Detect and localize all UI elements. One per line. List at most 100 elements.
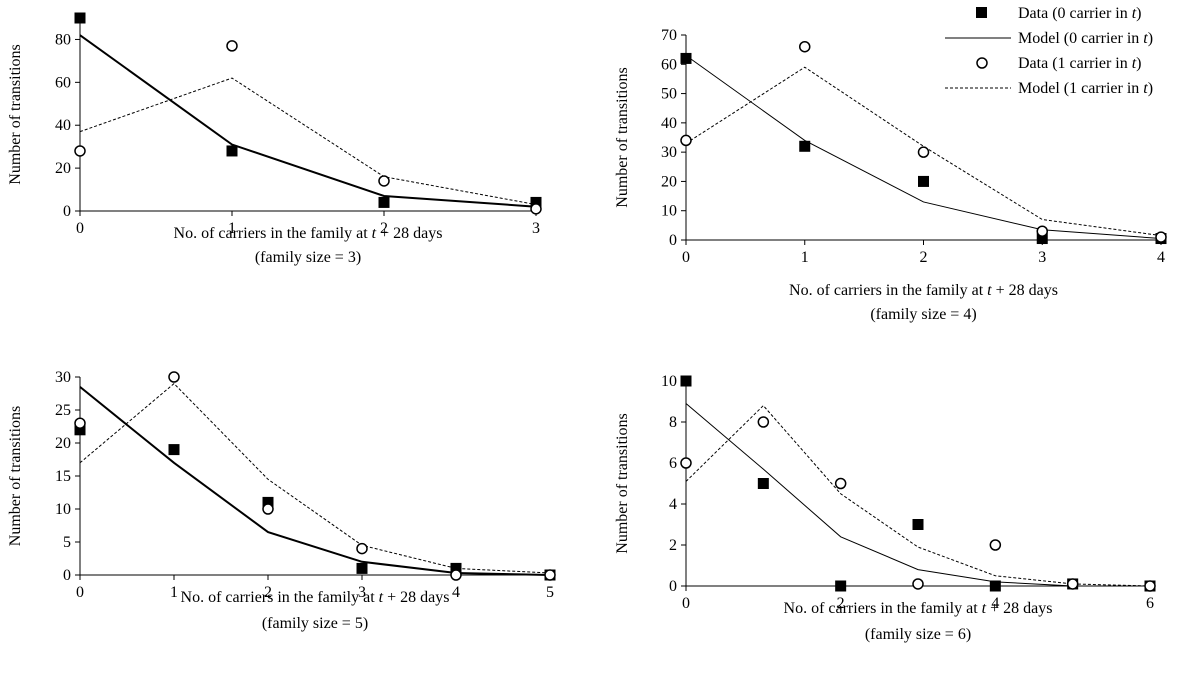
model-0-carrier-line [80,387,550,575]
model-1-carrier-line [80,384,550,573]
data-1-carrier-point [451,570,461,580]
legend-item: Data (0 carrier in t) [945,2,1202,27]
legend-label: Data (0 carrier in t) [1018,5,1142,23]
data-1-carrier-point [531,204,541,214]
y-tick-label: 40 [661,115,677,132]
y-tick-label: 0 [669,232,677,249]
y-tick-label: 6 [669,455,677,472]
y-tick-label: 20 [55,435,71,452]
legend-item: Model (0 carrier in t) [945,27,1202,52]
y-tick-label: 40 [55,117,71,134]
data-0-carrier-point [169,444,180,455]
data-0-carrier-point [758,478,769,489]
x-axis-label: No. of carriers in the family at t + 28 … [789,282,1058,299]
x-tick-label: 1 [170,584,178,601]
legend-item: Data (1 carrier in t) [945,52,1202,77]
x-axis-label: No. of carriers in the family at t + 28 … [784,600,1053,617]
legend-dashed-line [945,77,1015,102]
legend-label: Model (1 carrier in t) [1018,80,1153,98]
y-tick-label: 20 [661,173,677,190]
y-tick-label: 8 [669,414,677,431]
x-tick-label: 0 [682,249,690,266]
data-1-carrier-point [227,41,237,51]
y-tick-label: 30 [55,369,71,386]
y-axis-label: Number of transitions [7,406,24,546]
data-1-carrier-point [681,135,691,145]
panel-subtitle: (family size = 6) [865,626,971,643]
model-0-carrier-line [686,404,1150,586]
y-tick-label: 2 [669,537,677,554]
x-axis-label: No. of carriers in the family at t + 28 … [181,589,450,606]
x-tick-label: 0 [76,584,84,601]
data-0-carrier-point [379,197,390,208]
y-tick-label: 4 [669,496,677,513]
data-1-carrier-point [75,418,85,428]
chart-panel: 0 2 4 6 8 10 0 2 4 6 Number of transitions No. of c… [614,373,1156,643]
data-1-carrier-point [357,544,367,554]
x-tick-label: 6 [1146,595,1154,612]
y-tick-label: 70 [661,27,677,44]
legend-solid-line [945,27,1015,52]
data-1-carrier-point [1037,226,1047,236]
data-1-carrier-point [1145,581,1155,591]
y-tick-label: 20 [55,160,71,177]
data-1-carrier-point [800,42,810,52]
x-axis-label: No. of carriers in the family at t + 28 … [174,225,443,242]
y-tick-label: 25 [55,402,71,419]
data-1-carrier-point [169,372,179,382]
panel-subtitle: (family size = 4) [870,306,976,323]
data-0-carrier-point [357,563,368,574]
data-0-carrier-point [835,581,846,592]
data-1-carrier-point [913,579,923,589]
data-0-carrier-point [918,176,929,187]
y-tick-label: 50 [661,86,677,103]
panel-subtitle: (family size = 5) [262,615,368,632]
chart-panel: 0 5 10 15 20 25 30 0 1 2 3 4 5 Number of transitions N… [7,369,556,632]
chart-panel: 0 20 40 60 80 0 1 2 3 Number of transitions No. of… [7,13,542,267]
y-tick-label: 0 [63,203,71,220]
legend-item: Model (1 carrier in t) [945,77,1202,102]
y-axis-label: Number of transitions [614,67,631,207]
legend-square-marker [945,2,1015,27]
x-tick-label: 4 [452,584,460,601]
data-0-carrier-point [681,53,692,64]
model-1-carrier-line [80,78,536,205]
x-tick-label: 3 [1038,249,1046,266]
x-tick-label: 0 [682,595,690,612]
y-tick-label: 5 [63,534,71,551]
data-0-carrier-point [75,13,86,24]
y-tick-label: 0 [63,567,71,584]
data-0-carrier-point [227,145,238,156]
y-tick-label: 15 [55,468,71,485]
y-axis-label: Number of transitions [614,413,631,553]
data-0-carrier-point [681,376,692,387]
y-tick-label: 10 [661,203,677,220]
data-1-carrier-point [836,479,846,489]
x-tick-label: 2 [920,249,928,266]
y-tick-label: 10 [55,501,71,518]
data-1-carrier-point [1068,579,1078,589]
data-1-carrier-point [758,417,768,427]
y-tick-label: 60 [661,56,677,73]
x-tick-label: 5 [546,584,554,601]
y-tick-label: 60 [55,74,71,91]
legend-circle-marker [945,52,1015,77]
y-axis-label: Number of transitions [7,44,24,184]
data-1-carrier-point [263,504,273,514]
model-0-carrier-line [80,35,536,207]
legend-label: Model (0 carrier in t) [1018,30,1153,48]
y-tick-label: 80 [55,31,71,48]
data-0-carrier-point [799,141,810,152]
data-1-carrier-point [75,146,85,156]
x-tick-label: 4 [1157,249,1165,266]
y-tick-label: 30 [661,144,677,161]
data-0-carrier-point [990,581,1001,592]
data-0-carrier-point [913,519,924,530]
x-tick-label: 1 [801,249,809,266]
y-tick-label: 10 [661,373,677,390]
panel-subtitle: (family size = 3) [255,249,361,266]
data-1-carrier-point [990,540,1000,550]
legend-label: Data (1 carrier in t) [1018,55,1142,73]
data-1-carrier-point [545,570,555,580]
data-1-carrier-point [379,176,389,186]
